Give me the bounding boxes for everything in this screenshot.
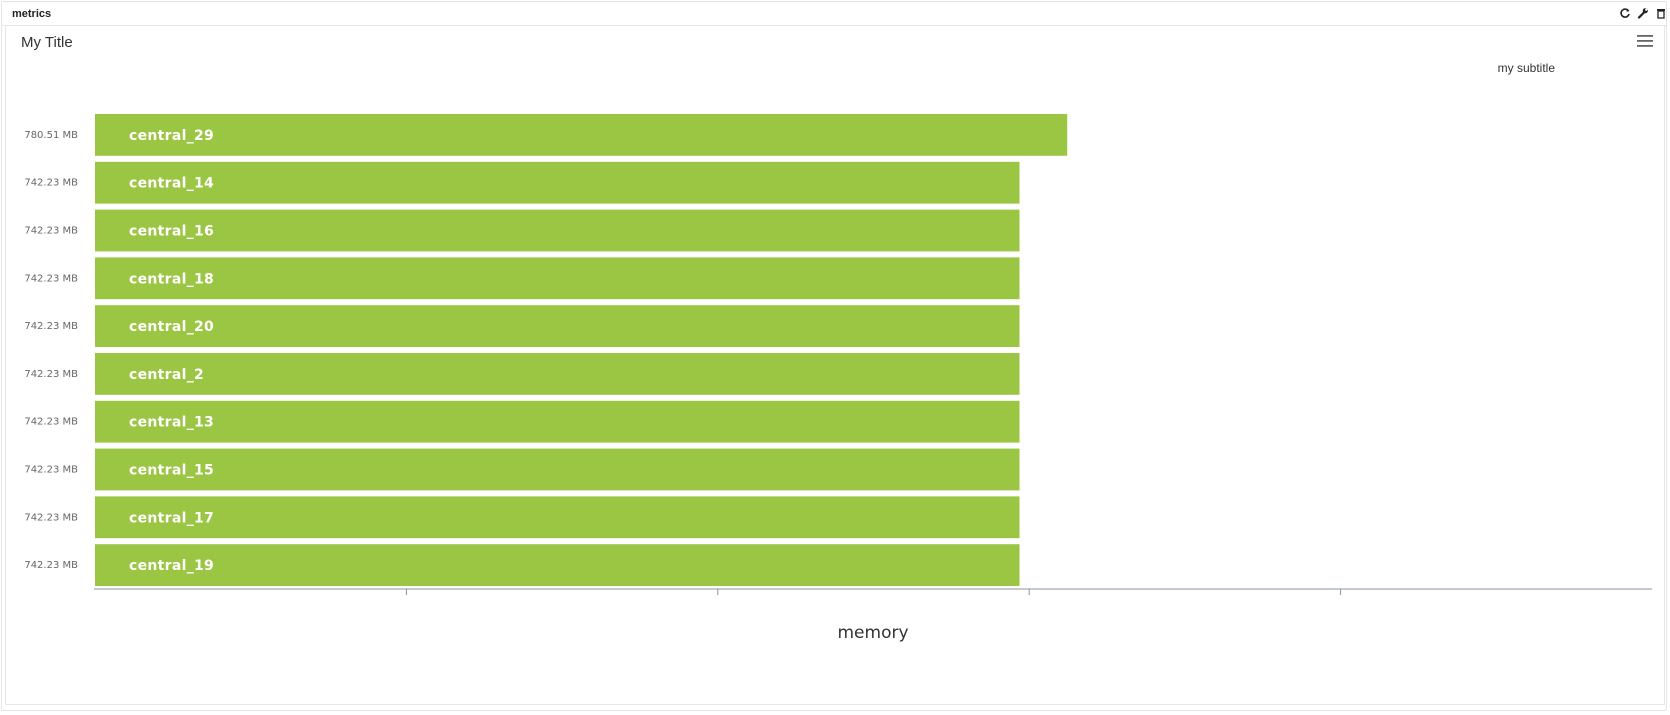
value-label: 742.23 MB bbox=[24, 512, 78, 523]
category-label: central_15 bbox=[129, 463, 214, 479]
bar-central_13[interactable] bbox=[95, 400, 1020, 443]
chart-title: My Title bbox=[21, 34, 73, 51]
value-label: 742.23 MB bbox=[24, 369, 78, 380]
bar-central_14[interactable] bbox=[95, 161, 1020, 204]
bar-central_19[interactable] bbox=[95, 544, 1020, 586]
value-label: 742.23 MB bbox=[24, 178, 78, 189]
trash-icon[interactable] bbox=[1654, 6, 1668, 20]
hamburger-menu-icon[interactable] bbox=[1636, 33, 1654, 49]
bar-central_18[interactable] bbox=[95, 257, 1020, 300]
bar-central_29[interactable] bbox=[95, 114, 1068, 156]
value-label: 742.23 MB bbox=[24, 226, 78, 237]
panel-header-icons bbox=[1618, 6, 1668, 20]
category-label: central_14 bbox=[129, 176, 214, 192]
x-axis bbox=[94, 588, 1652, 595]
category-label: central_18 bbox=[129, 271, 214, 287]
value-label: 742.23 MB bbox=[24, 321, 78, 332]
chart-card bbox=[5, 25, 1665, 705]
bar-central_20[interactable] bbox=[95, 305, 1020, 347]
category-label: central_16 bbox=[129, 224, 214, 240]
value-label: 780.51 MB bbox=[24, 130, 78, 141]
category-label: central_19 bbox=[129, 558, 214, 574]
bar-central_16[interactable] bbox=[95, 209, 1020, 252]
chart-subtitle: my subtitle bbox=[1497, 61, 1555, 75]
panel-title: metrics bbox=[12, 8, 52, 20]
bars-layer: central_29 780.51 MB central_14 742.23 MB ce… bbox=[24, 114, 1068, 586]
bar-central_15[interactable] bbox=[95, 448, 1020, 491]
value-label: 742.23 MB bbox=[24, 273, 78, 284]
category-label: central_2 bbox=[129, 367, 204, 383]
x-axis-title: memory bbox=[837, 623, 908, 643]
value-label: 742.23 MB bbox=[24, 465, 78, 476]
panel-header: metrics bbox=[2, 2, 1666, 26]
category-label: central_13 bbox=[129, 415, 214, 431]
refresh-icon[interactable] bbox=[1618, 6, 1632, 20]
category-label: central_20 bbox=[129, 319, 214, 335]
value-label: 742.23 MB bbox=[24, 417, 78, 428]
wrench-icon[interactable] bbox=[1636, 6, 1650, 20]
bar-central_17[interactable] bbox=[95, 496, 1020, 539]
bar-central_2[interactable] bbox=[95, 353, 1020, 395]
category-label: central_29 bbox=[129, 128, 214, 144]
category-label: central_17 bbox=[129, 510, 214, 526]
value-label: 742.23 MB bbox=[24, 560, 78, 571]
